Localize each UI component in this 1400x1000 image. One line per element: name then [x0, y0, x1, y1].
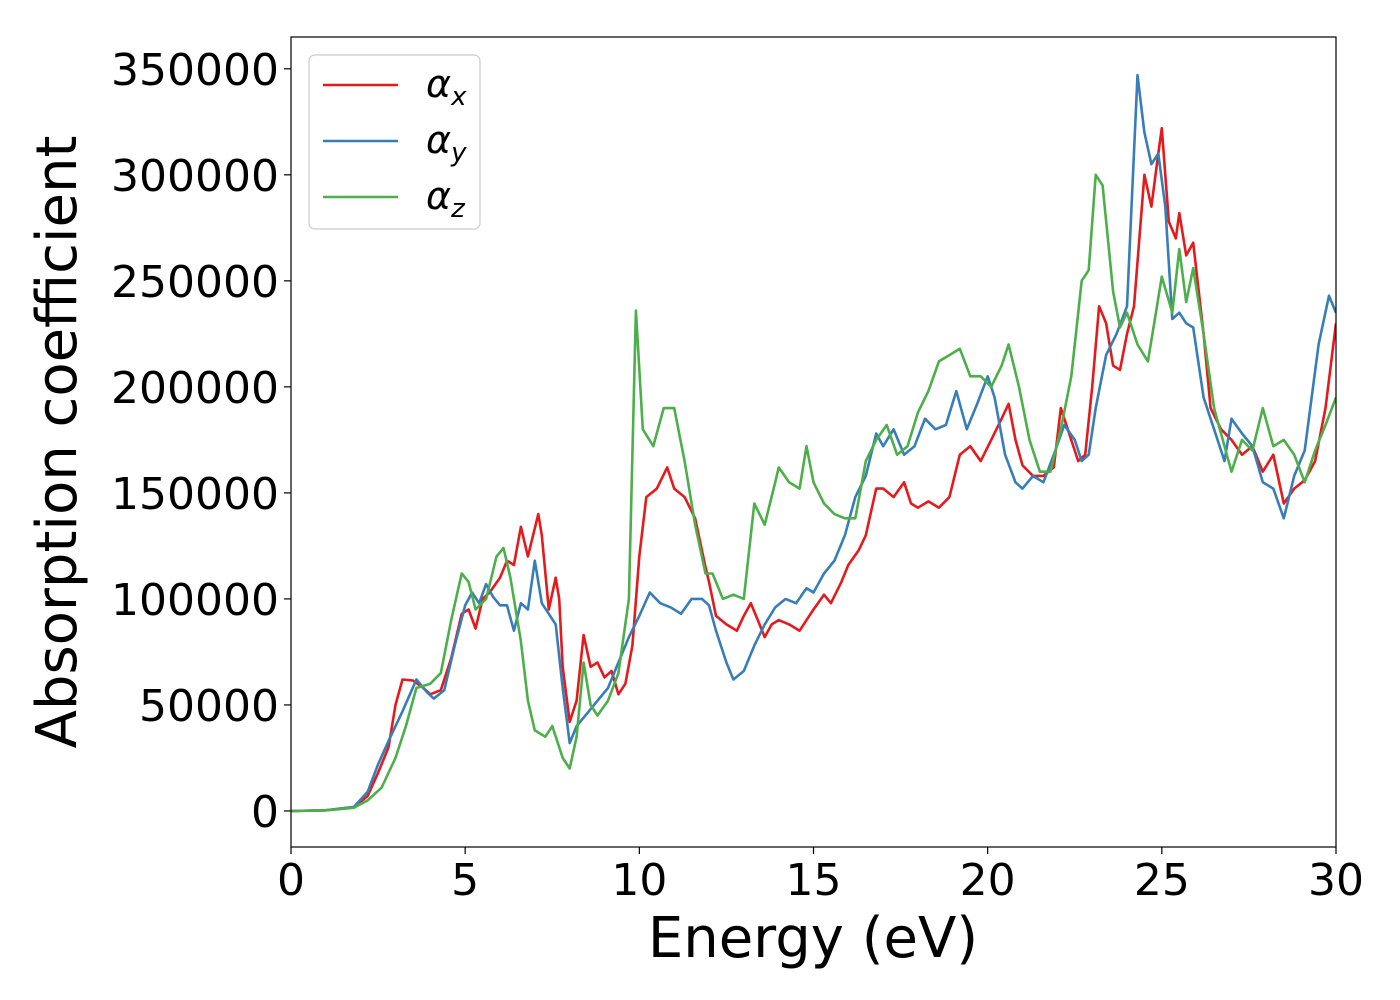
x-axis-label: Energy (eV) — [648, 906, 978, 971]
x-tick-label: 10 — [611, 855, 667, 906]
x-tick-label: 20 — [960, 855, 1016, 906]
y-tick-label: 100000 — [111, 575, 279, 626]
y-tick-label: 0 — [251, 787, 279, 838]
x-tick-label: 5 — [451, 855, 479, 906]
y-axis-label: Absorption coefficient — [25, 136, 90, 749]
y-tick-label: 150000 — [111, 469, 279, 520]
series-line-alpha-x — [291, 126, 1336, 813]
y-tick-label: 200000 — [111, 363, 279, 414]
y-tick-label: 50000 — [139, 681, 279, 732]
x-tick-label: 25 — [1134, 855, 1190, 906]
y-tick-label: 250000 — [111, 257, 279, 308]
x-tick-label: 0 — [277, 855, 305, 906]
x-ticks: 0 5 10 15 20 25 30 — [277, 847, 1364, 906]
x-tick-label: 30 — [1308, 855, 1364, 906]
y-tick-label: 350000 — [111, 45, 279, 96]
y-ticks: 0 50000 100000 150000 200000 250000 300000 3500… — [111, 45, 291, 838]
x-tick-label: 15 — [786, 855, 842, 906]
series-layer — [291, 73, 1336, 813]
series-line-alpha-z — [291, 173, 1336, 813]
y-tick-label: 300000 — [111, 151, 279, 202]
series-line-alpha-y — [291, 73, 1336, 813]
